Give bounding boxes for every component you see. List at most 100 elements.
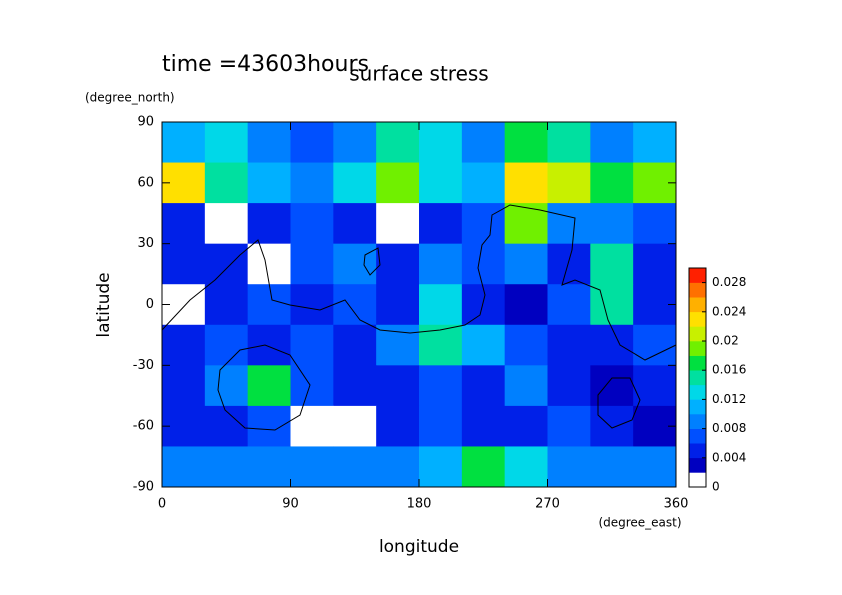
field-cell bbox=[204, 162, 249, 204]
colorbar-tick-label: 0.008 bbox=[712, 421, 746, 435]
field-cell bbox=[247, 243, 291, 285]
field-cell bbox=[590, 203, 634, 245]
field-cell bbox=[590, 405, 634, 447]
field-cell bbox=[461, 365, 506, 407]
field-cell bbox=[162, 324, 206, 366]
colorbar-band bbox=[689, 355, 706, 371]
field-cell bbox=[162, 203, 206, 245]
y-tick-label: 30 bbox=[137, 236, 154, 251]
colorbar-band bbox=[689, 414, 706, 429]
field-cell bbox=[419, 162, 463, 204]
field-cell bbox=[461, 203, 506, 245]
field-cell bbox=[590, 446, 634, 488]
field-cell bbox=[376, 284, 420, 326]
time-label: time =43603hours bbox=[162, 52, 369, 77]
field-cell bbox=[333, 365, 377, 407]
colorbar-tick-label: 0.028 bbox=[712, 275, 746, 289]
field-cell bbox=[247, 446, 291, 488]
coastlines bbox=[161, 204, 677, 431]
field-cell bbox=[419, 324, 463, 366]
field-cell bbox=[376, 446, 420, 488]
field-cell bbox=[461, 162, 506, 204]
colorbar-band bbox=[689, 443, 706, 459]
x-unit: (degree_east) bbox=[598, 516, 681, 530]
field-cell bbox=[376, 365, 420, 407]
field-cell bbox=[204, 122, 249, 164]
coastline bbox=[217, 344, 311, 431]
field-cell bbox=[590, 324, 634, 366]
colorbar-frame bbox=[688, 267, 707, 488]
field-cell bbox=[504, 162, 548, 204]
field-cell bbox=[247, 365, 291, 407]
field-cell bbox=[376, 243, 420, 285]
field-cell bbox=[204, 365, 249, 407]
field-cell bbox=[290, 324, 334, 366]
field-cell bbox=[376, 162, 420, 204]
field-cell bbox=[419, 365, 463, 407]
field-cell bbox=[290, 284, 334, 326]
field-cell bbox=[333, 162, 377, 204]
field-cell bbox=[504, 405, 548, 447]
field-cell bbox=[290, 203, 334, 245]
colorbar-band bbox=[689, 384, 706, 400]
field-cell bbox=[590, 284, 634, 326]
field-cell bbox=[547, 122, 591, 164]
field-cell bbox=[419, 446, 463, 488]
field-cell bbox=[590, 365, 634, 407]
colorbar-tick-label: 0.02 bbox=[712, 334, 739, 348]
field-cell bbox=[290, 122, 334, 164]
colorbar-band bbox=[689, 457, 706, 473]
field-cell bbox=[419, 284, 463, 326]
field-cell bbox=[547, 284, 591, 326]
colorbar-band bbox=[689, 268, 706, 283]
field-cell bbox=[204, 243, 249, 285]
field-cell bbox=[333, 243, 377, 285]
coastline bbox=[363, 247, 381, 276]
field-cell bbox=[204, 405, 249, 447]
field-cell bbox=[633, 324, 677, 366]
colorbar-band bbox=[689, 428, 706, 444]
field-cell bbox=[590, 162, 634, 204]
field-cell bbox=[504, 203, 548, 245]
field-cell bbox=[504, 365, 548, 407]
colorbar-tick-label: 0.004 bbox=[712, 450, 746, 464]
field-cell bbox=[204, 284, 249, 326]
field-cell bbox=[247, 284, 291, 326]
field-cell bbox=[162, 243, 206, 285]
field-cell bbox=[547, 324, 591, 366]
x-tick-label: 90 bbox=[282, 497, 299, 512]
field-cell bbox=[461, 405, 506, 447]
field-cell bbox=[290, 405, 334, 447]
field-cell bbox=[290, 446, 334, 488]
field-cell bbox=[419, 243, 463, 285]
field-cell bbox=[547, 405, 591, 447]
colorbar-band bbox=[689, 399, 706, 415]
field-cell bbox=[376, 405, 420, 447]
field-cell bbox=[633, 203, 677, 245]
field-cell bbox=[247, 203, 291, 245]
colorbar-tick-label: 0.016 bbox=[712, 363, 746, 377]
field-cell bbox=[504, 243, 548, 285]
field-cell bbox=[547, 162, 591, 204]
field-cell bbox=[247, 324, 291, 366]
field-cell bbox=[290, 365, 334, 407]
coastline bbox=[597, 377, 641, 429]
field-cell bbox=[333, 203, 377, 245]
field-cell bbox=[333, 284, 377, 326]
y-tick-label: 0 bbox=[146, 297, 154, 312]
y-tick-label: -90 bbox=[133, 480, 154, 495]
field-cell bbox=[547, 365, 591, 407]
field-cell bbox=[633, 365, 677, 407]
x-tick-label: 180 bbox=[407, 497, 432, 512]
field-cell bbox=[547, 243, 591, 285]
y-tick-label: -30 bbox=[133, 358, 154, 373]
y-axis-label: latitude bbox=[94, 272, 114, 337]
field-cell bbox=[333, 405, 377, 447]
colorbar-band bbox=[689, 472, 706, 488]
y-tick-label: -60 bbox=[133, 419, 154, 434]
x-tick-label: 360 bbox=[664, 497, 689, 512]
field-cell bbox=[633, 446, 677, 488]
field-cell bbox=[461, 243, 506, 285]
field-cell bbox=[419, 203, 463, 245]
